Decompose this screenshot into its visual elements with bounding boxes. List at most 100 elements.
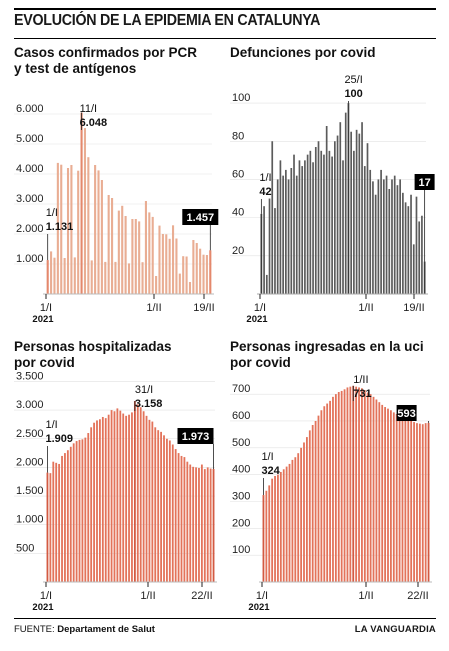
bar [199,248,202,294]
bar [380,169,382,294]
bar [168,238,171,294]
y-tick-label: 40 [232,207,244,219]
bar [308,430,311,582]
bar [421,215,423,294]
bar [306,437,308,582]
bar [185,256,188,294]
bar [388,189,391,294]
bar [339,122,342,295]
bar [404,418,407,582]
y-tick-label: 500 [16,542,34,554]
bar [104,261,107,294]
bar [96,420,98,582]
bar [298,160,301,294]
bar [111,198,114,294]
x-tick-label: 1/I [256,590,268,602]
bar [309,150,312,294]
bar [352,385,355,582]
bar [427,422,430,582]
peak-value-label: 6.048 [80,117,108,129]
bar [203,469,206,582]
bar [63,258,66,294]
bar [332,396,334,582]
x-tick-label: 1/II [140,590,155,602]
x-tick-label: 19/II [403,302,424,314]
peak-value-label: 100 [344,88,362,100]
bar [133,401,136,582]
bar [384,407,387,582]
bar [304,160,306,294]
x-tick-label: 1/I [254,302,266,314]
bar [396,185,399,294]
bar [75,441,78,582]
bar [276,179,279,294]
bar [344,112,347,294]
bar [119,410,122,582]
bar [131,412,133,582]
bar [369,394,372,582]
bar [136,404,139,582]
bar [279,471,282,582]
bar [404,202,407,294]
bar [311,425,314,582]
y-tick-label: 20 [232,245,244,257]
bar [312,162,314,294]
bar [144,201,147,294]
bar [53,257,56,294]
bar [90,260,93,294]
bar [366,143,369,294]
first-value-label: 1.131 [46,221,74,233]
bar [64,453,66,582]
bar [263,206,265,294]
bar [139,407,142,582]
bar [195,467,197,582]
peak-value-label: 731 [353,388,371,400]
bar [87,433,90,582]
bar [377,179,380,294]
y-tick-label: 100 [232,92,250,104]
bar [323,154,325,294]
bar [372,396,375,582]
bar [346,387,349,582]
bar [107,414,110,582]
y-tick-label: 2.500 [16,428,44,440]
bar [342,160,344,294]
bar [141,262,144,294]
last-value-label: 1.973 [182,431,210,443]
year-label: 2021 [248,602,270,613]
bar [158,225,161,294]
bar [174,449,177,582]
x-tick-label: 1/I [40,590,52,602]
last-value-label: 1.457 [187,212,215,224]
bar [320,150,323,294]
bar [66,168,70,294]
source-name: Departament de Salut [57,624,155,635]
bar [294,457,297,582]
bar [390,410,392,582]
year-label: 2021 [32,314,54,325]
chart-deaths: Defunciones por covid 20 40 60 80 100 1/I 1/II 1… [230,45,435,325]
bar [168,440,171,582]
y-tick-label: 3.000 [16,399,44,411]
bar [134,219,137,294]
bar [300,447,303,582]
bar [188,282,192,294]
bar [306,154,309,294]
bar [301,166,304,294]
bar [83,128,87,294]
bar [161,234,164,294]
bar [69,446,72,582]
bar [116,408,119,582]
bar [274,208,276,294]
y-tick-label: 60 [232,168,244,180]
bar [209,250,212,294]
bar [285,169,287,294]
bar [391,179,393,294]
bar [317,415,320,582]
bar [104,418,107,582]
bar [331,156,333,294]
bar [58,463,61,582]
panel-title-line: Personas hospitalizadas [14,339,172,354]
bar [363,166,366,294]
